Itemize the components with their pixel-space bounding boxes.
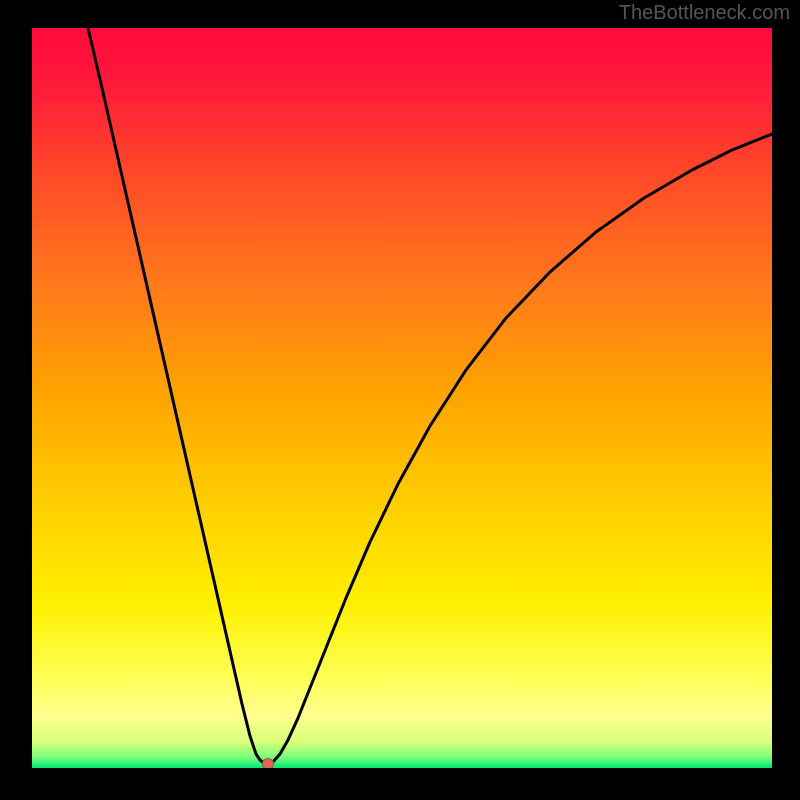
bottleneck-curve (88, 28, 772, 764)
watermark-text: TheBottleneck.com (619, 2, 790, 25)
plot-frame (0, 0, 800, 800)
plot-area (32, 28, 772, 768)
curve-layer (32, 28, 772, 768)
optimal-point-marker (262, 758, 274, 768)
